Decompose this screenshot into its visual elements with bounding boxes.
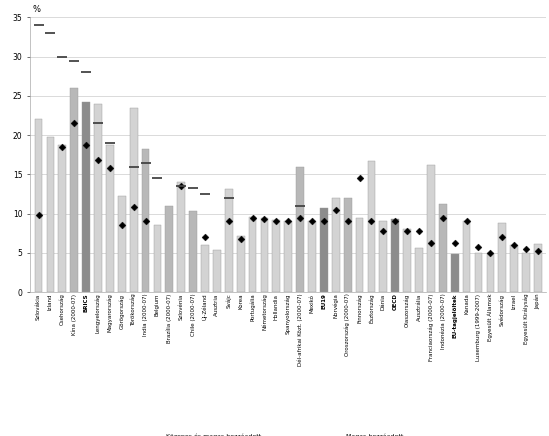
Bar — [510, 245, 518, 292]
Bar — [106, 145, 114, 292]
Bar — [475, 253, 483, 292]
Bar — [427, 165, 435, 292]
Bar — [344, 198, 351, 292]
Bar — [225, 189, 233, 292]
Bar — [189, 211, 197, 292]
Bar — [368, 161, 376, 292]
Bar — [237, 235, 244, 292]
Bar — [213, 250, 221, 292]
Bar — [308, 221, 316, 292]
Bar — [320, 208, 328, 292]
Bar — [94, 104, 102, 292]
Bar — [35, 119, 42, 292]
Bar — [332, 198, 340, 292]
Bar — [154, 225, 161, 292]
Bar — [498, 223, 506, 292]
Bar — [463, 221, 470, 292]
Bar — [284, 221, 292, 292]
Bar — [272, 220, 280, 292]
Bar — [439, 204, 447, 292]
Bar — [356, 218, 363, 292]
Legend: Közepes és magas hozzáadott
szellemi értékű iparágak, Teljes termelés, Magas hoz: Közepes és magas hozzáadott szellemi ért… — [150, 431, 427, 436]
Bar — [379, 221, 387, 292]
Bar — [261, 218, 268, 292]
Bar — [165, 206, 173, 292]
Bar — [142, 149, 149, 292]
Bar — [404, 229, 411, 292]
Bar — [391, 219, 399, 292]
Bar — [534, 244, 542, 292]
Bar — [58, 145, 66, 292]
Bar — [415, 248, 423, 292]
Text: %: % — [32, 4, 41, 14]
Bar — [201, 245, 209, 292]
Bar — [70, 88, 78, 292]
Bar — [249, 217, 256, 292]
Bar — [118, 196, 126, 292]
Bar — [451, 254, 458, 292]
Bar — [296, 167, 304, 292]
Bar — [177, 182, 185, 292]
Bar — [130, 108, 137, 292]
Bar — [82, 102, 90, 292]
Bar — [522, 253, 530, 292]
Bar — [47, 137, 54, 292]
Bar — [486, 253, 494, 292]
